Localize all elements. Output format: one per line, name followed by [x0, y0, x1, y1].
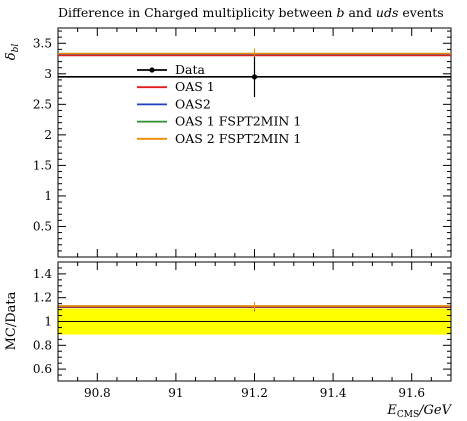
y-tick-label-main: 1.5	[33, 158, 52, 172]
main-plot-area: 0.5 1 1.5 2 2.5 3 3.5	[33, 27, 452, 258]
legend: Data OAS 1 OAS2 OAS 1 FSPT2MIN 1 OAS 2 FSPT2…	[137, 62, 301, 146]
legend-label: OAS 1 FSPT2MIN 1	[175, 114, 301, 129]
chart-title: Difference in Charged multiplicity betwe…	[58, 5, 444, 20]
legend-marker	[149, 67, 155, 73]
legend-label: OAS2	[175, 96, 211, 111]
y-tick-label-main: 2	[44, 128, 52, 142]
x-tick-label: 91.4	[320, 386, 347, 400]
y-tick-label-ratio: 1	[44, 315, 52, 329]
x-axis-label: ECMS/GeV	[386, 403, 452, 420]
y-tick-label-main: 3.5	[33, 36, 52, 50]
x-tick-label: 91	[168, 386, 183, 400]
legend-label: OAS 2 FSPT2MIN 1	[175, 131, 301, 146]
x-tick-label: 91.6	[398, 386, 425, 400]
y-tick-label-ratio: 1.4	[33, 267, 52, 281]
y-tick-label-main: 3	[44, 67, 52, 81]
y-tick-label-main: 2.5	[33, 97, 52, 111]
x-tick-label: 90.8	[84, 386, 111, 400]
legend-label: OAS 1	[175, 79, 215, 94]
legend-label: Data	[175, 62, 205, 77]
y-tick-label-main: 1	[44, 189, 52, 203]
y-tick-label-main: 0.5	[33, 219, 52, 233]
data-point	[251, 74, 258, 80]
y-tick-label-ratio: 1.2	[33, 291, 52, 305]
x-tick-label: 91.2	[241, 386, 268, 400]
y-tick-label-ratio: 0.6	[33, 362, 52, 376]
y-tick-label-ratio: 0.8	[33, 338, 52, 352]
y-axis-label-main: δbl	[4, 44, 21, 61]
y-axis-label-ratio: MC/Data	[4, 291, 19, 350]
ratio-plot-area: 0.6 0.8 1 1.2 1.4 90.8 91 91.2 91.4 91.6	[33, 261, 452, 400]
